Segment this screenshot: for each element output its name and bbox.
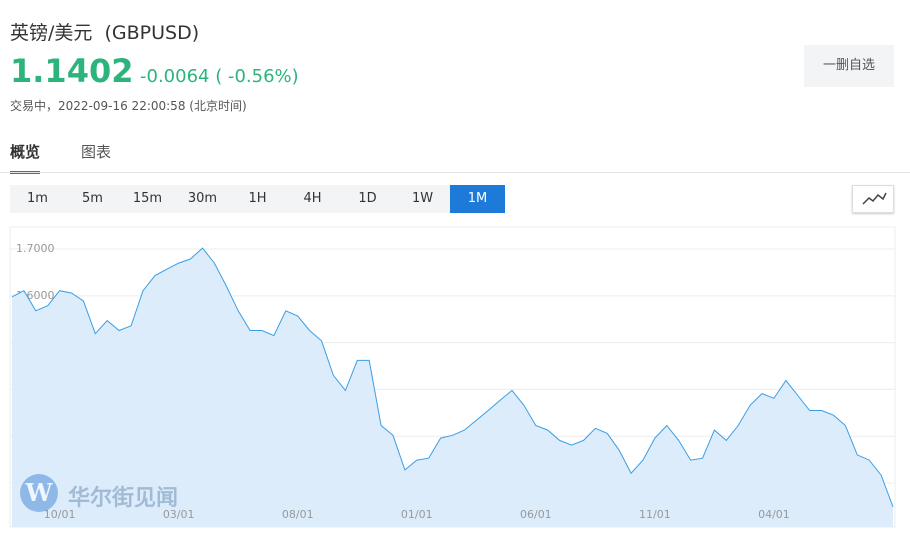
period-button[interactable]: 1m <box>10 185 65 213</box>
x-tick-label: 08/01 <box>282 508 314 521</box>
period-button[interactable]: 1H <box>230 185 285 213</box>
area <box>12 248 893 527</box>
period-button[interactable]: 5m <box>65 185 120 213</box>
tab[interactable]: 图表 <box>81 143 112 161</box>
change-pct: ( -0.56%) <box>215 66 299 87</box>
change-abs: -0.0064 <box>140 66 210 87</box>
x-tick-label: 03/01 <box>163 508 195 521</box>
watermark-logo: W <box>20 474 58 512</box>
title: 英镑/美元 (GBPUSD) <box>10 18 199 45</box>
period-button[interactable]: 1D <box>340 185 395 213</box>
y-tick-label: 1.7000 <box>16 242 55 255</box>
x-tick-label: 11/01 <box>639 508 671 521</box>
icon <box>862 192 887 205</box>
x-tick-label: 01/01 <box>401 508 433 521</box>
divider <box>0 172 910 173</box>
period-button[interactable]: 1M <box>450 185 505 213</box>
period-button[interactable]: 15m <box>120 185 175 213</box>
change: -0.0064 ( -0.56%) <box>140 66 299 87</box>
x-tick-label: 10/01 <box>44 508 76 521</box>
period-bar: 1m 5m 15m 30m 1H 4H 1D 1W 1M <box>10 185 505 213</box>
price: 1.1402 <box>10 52 134 90</box>
x-tick-label: 06/01 <box>520 508 552 521</box>
pair-name: 英镑/美元 <box>10 22 93 44</box>
period-button[interactable]: 4H <box>285 185 340 213</box>
status: 交易中，2022-09-16 22:00:58 (北京时间) <box>10 99 247 113</box>
pair-code: (GBPUSD) <box>104 22 200 44</box>
watch-button[interactable]: 一删自选 <box>804 45 894 87</box>
line <box>11 247 894 508</box>
period-button[interactable]: 1W <box>395 185 450 213</box>
x-tick-label: 04/01 <box>758 508 790 521</box>
watermark: 华尔街见闻 <box>68 485 179 511</box>
chart-type-button[interactable] <box>852 185 894 213</box>
period-button[interactable]: 30m <box>175 185 230 213</box>
